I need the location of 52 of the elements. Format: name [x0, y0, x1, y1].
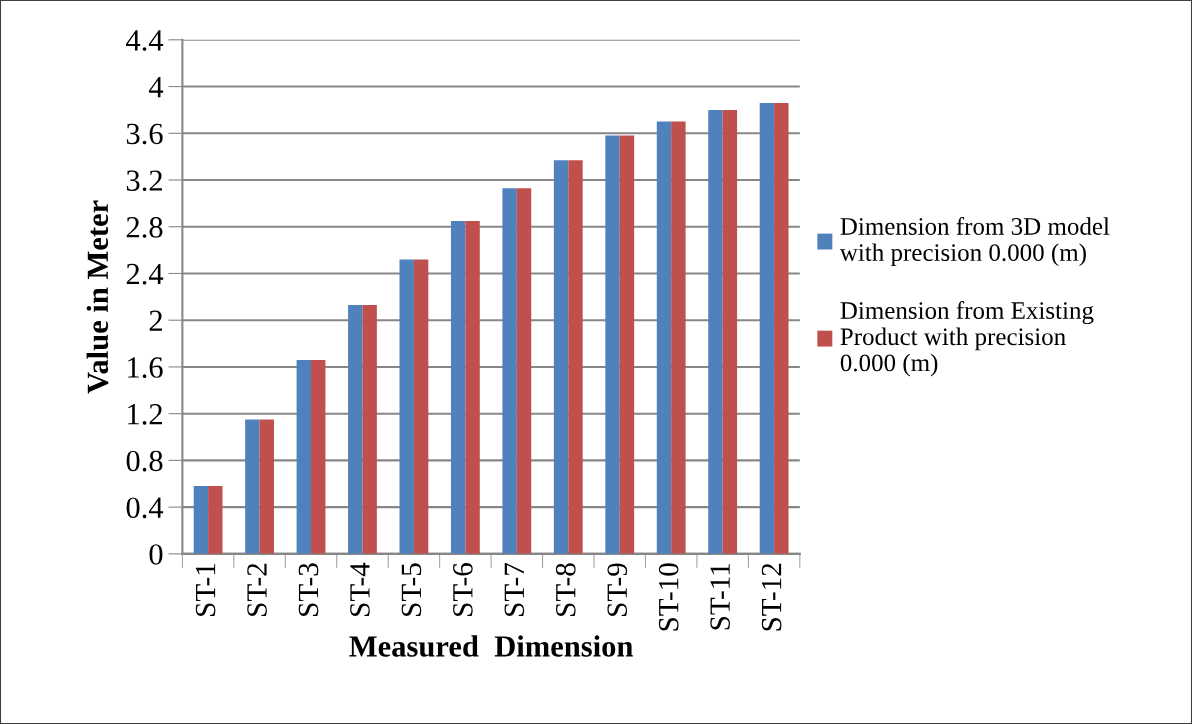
bar: [245, 419, 260, 554]
bar: [619, 135, 635, 554]
bar: [259, 419, 274, 554]
bar: [311, 359, 326, 554]
y-tick-label: 0.8: [126, 450, 163, 472]
bar: [774, 102, 789, 554]
y-tick-label: 4.4: [126, 30, 164, 51]
y-tick-label: 1.6: [128, 357, 163, 378]
bar: [759, 102, 775, 554]
x-tick-label: ST-6: [453, 563, 473, 616]
x-tick-label: ST-4: [350, 562, 370, 616]
bar: [722, 109, 738, 554]
bar: [348, 305, 363, 554]
legend-label: Dimension from 3D model with precision 0.000 (m): [839, 217, 1110, 267]
bar: [553, 160, 569, 554]
y-tick-label: 0: [149, 544, 163, 565]
bar: [671, 121, 686, 554]
bar: [193, 486, 209, 554]
x-tick-label: ST-2: [247, 563, 267, 616]
bar: [516, 188, 532, 554]
x-tick-label: ST-12: [761, 563, 782, 631]
bar: [605, 135, 620, 554]
bar: [568, 160, 583, 554]
y-tick-label: 2.4: [126, 263, 164, 285]
y-tick-label: 2.8: [126, 217, 163, 238]
bar: [465, 220, 480, 554]
bar: [450, 220, 466, 554]
bar: [502, 188, 517, 554]
y-tick-label: 2: [149, 310, 162, 331]
y-tick-label: 1.2: [128, 404, 162, 425]
x-tick-label: ST-1: [195, 563, 216, 616]
y-axis-title: Value in Meter: [86, 200, 109, 394]
x-tick-label: ST-11: [710, 563, 730, 630]
y-tick-label: 0.4: [126, 497, 164, 519]
x-tick-label: ST-5: [401, 563, 422, 616]
x-tick-label: ST-7: [504, 563, 525, 616]
y-tick-label: 3.6: [126, 123, 163, 145]
x-tick-label: ST-9: [607, 563, 628, 616]
bar: [296, 359, 312, 554]
x-tick-label: ST-3: [298, 563, 319, 616]
bar: [413, 259, 429, 554]
x-axis-title: Measured Dimension: [349, 635, 633, 657]
y-tick-label: 3.2: [126, 170, 162, 192]
legend-label: Dimension from Existing Product with precision 0.000 (m): [840, 301, 1094, 377]
bar: [708, 109, 723, 554]
y-tick-label: 4: [148, 77, 164, 98]
x-tick-label: ST-10: [658, 563, 679, 631]
bar: [656, 121, 672, 554]
bar: [208, 486, 223, 554]
bar: [399, 259, 414, 554]
bar: [362, 305, 377, 554]
x-tick-label: ST-8: [555, 563, 576, 616]
